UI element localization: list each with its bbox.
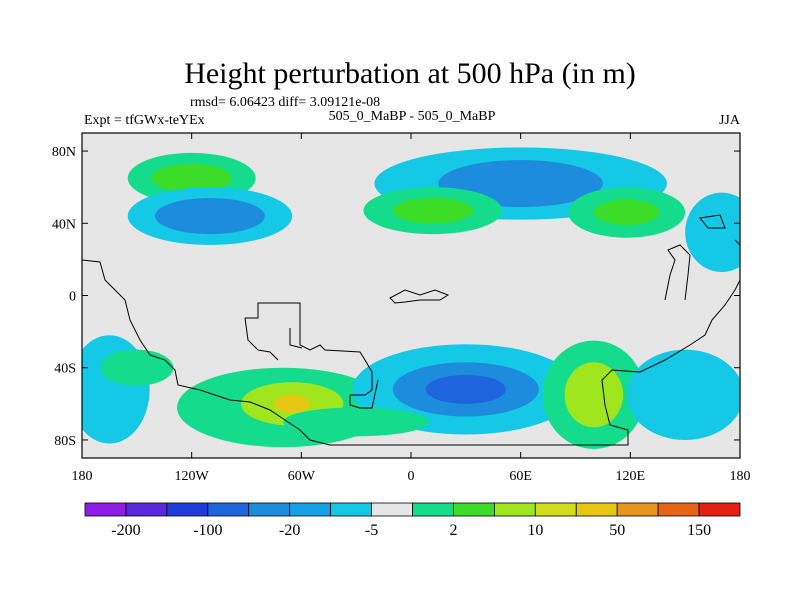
chart-title: Height perturbation at 500 hPa (in m): [184, 57, 636, 90]
colorbar-swatch: [207, 502, 250, 517]
colorbar-swatch: [657, 502, 700, 517]
colorbar-label: -200: [111, 522, 140, 539]
contour-region-9: [593, 199, 660, 226]
colorbar-swatch: [453, 502, 495, 517]
contour-region-3: [155, 198, 265, 235]
colorbar-swatch: [412, 502, 454, 517]
colorbar-swatch: [534, 502, 577, 517]
stats-line: rmsd= 6.06423 diff= 3.09121e-08: [190, 95, 380, 110]
contour-region-21: [100, 349, 174, 386]
colorbar-label: -5: [365, 522, 378, 539]
season-label: JJA: [719, 113, 741, 128]
difference-label: 505_0_MaBP - 505_0_MaBP: [329, 109, 496, 124]
contour-region-7: [392, 198, 474, 224]
contour-region-10: [685, 192, 740, 273]
colorbar-label: -20: [279, 522, 300, 539]
colorbar-swatch: [125, 502, 168, 517]
y-tick-label: 40S: [54, 362, 76, 377]
colorbar-label: 50: [609, 522, 625, 539]
x-tick-label: 120W: [175, 469, 210, 484]
contour-region-16: [425, 374, 507, 404]
contour-region-20: [626, 349, 740, 440]
experiment-label: Expt = tfGWx-teYEx: [84, 113, 205, 128]
colorbar-label: 2: [449, 522, 457, 539]
colorbar-swatch: [371, 502, 413, 517]
colorbar-swatch: [575, 502, 618, 517]
contour-region-18: [564, 362, 624, 428]
colorbar-swatch: [698, 502, 741, 517]
colorbar-swatch: [166, 502, 209, 517]
x-tick-label: 0: [408, 469, 415, 484]
colorbar-label: 150: [687, 522, 711, 539]
axes: 180 120W 60W 0 60E 120E 180 80N 40N 0 40S 80S: [52, 133, 751, 484]
colorbar-label: -100: [193, 522, 222, 539]
y-tick-label: 40N: [52, 217, 76, 232]
colorbar-swatch: [616, 502, 659, 517]
x-tick-label: 180: [72, 469, 93, 484]
y-tick-label: 80N: [52, 145, 76, 160]
y-tick-label: 80S: [54, 434, 76, 449]
contour-region-13: [273, 394, 311, 413]
contour-fill-layer: [82, 147, 740, 449]
x-tick-label: 60W: [288, 469, 316, 484]
colorbar-swatch: [289, 502, 332, 517]
colorbar-swatch: [493, 502, 536, 517]
x-tick-label: 120E: [616, 469, 646, 484]
colorbar-swatch: [330, 502, 372, 517]
colorbar: -200 -100 -20 -5 2 10 50 150: [84, 502, 741, 539]
colorbar-swatch: [84, 502, 127, 517]
y-tick-label: 0: [69, 290, 76, 305]
x-tick-label: 180: [730, 469, 751, 484]
x-tick-label: 60E: [509, 469, 532, 484]
colorbar-label: 10: [527, 522, 543, 539]
contour-region-22: [283, 407, 430, 437]
colorbar-swatch: [248, 502, 291, 517]
contour-region-1: [151, 163, 232, 193]
coastlines: [82, 214, 740, 446]
